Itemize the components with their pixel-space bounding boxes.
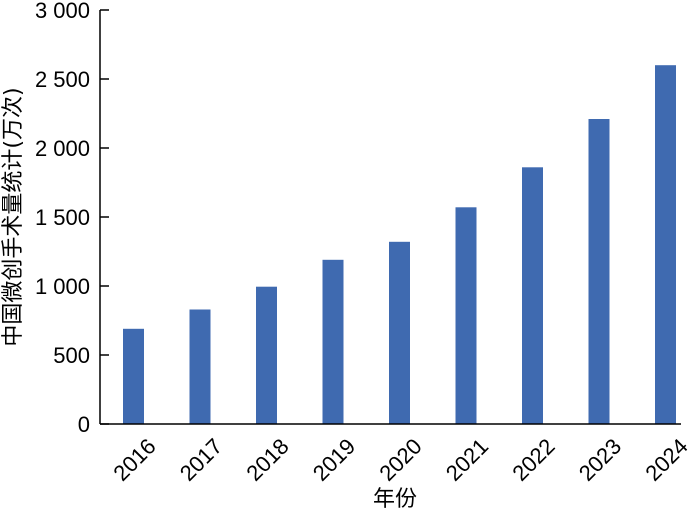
bars-group [123,65,676,425]
bar-2016 [123,328,144,424]
y-axis-title: 中国微创手术量统计(万次) [1,87,26,346]
y-tick-label: 2 000 [35,136,90,161]
y-tick-label: 1 500 [35,205,90,230]
y-tick-label: 0 [78,412,90,437]
y-ticks-group: 0 500 1 000 1 500 2 000 2 500 3 000 [35,0,109,437]
x-tick-label: 2018 [241,434,293,486]
x-tick-label: 2020 [374,434,426,486]
x-tick-label: 2023 [574,434,626,486]
x-tick-label: 2024 [640,434,692,486]
y-tick-label: 2 500 [35,67,90,92]
x-tick-label: 2021 [441,434,493,486]
bar-2019 [322,259,344,424]
x-ticks-group: 2016 2017 2018 2019 2020 2021 2022 2023 2024 [108,434,692,486]
x-tick-label: 2016 [108,434,160,486]
y-tick-label: 500 [53,343,90,368]
y-tick-label: 1 000 [35,274,90,299]
x-tick-label: 2017 [175,434,227,486]
x-tick-label: 2019 [308,434,360,486]
x-tick-label: 2022 [507,434,559,486]
bar-2017 [189,309,211,424]
bar-2022 [522,167,543,425]
bar-2020 [389,241,410,424]
bar-2023 [588,119,610,424]
x-axis-title: 年份 [373,487,417,512]
bar-2024 [655,65,676,424]
y-tick-label: 3 000 [35,0,90,23]
bar-2021 [455,207,477,424]
bar-2018 [256,286,277,424]
